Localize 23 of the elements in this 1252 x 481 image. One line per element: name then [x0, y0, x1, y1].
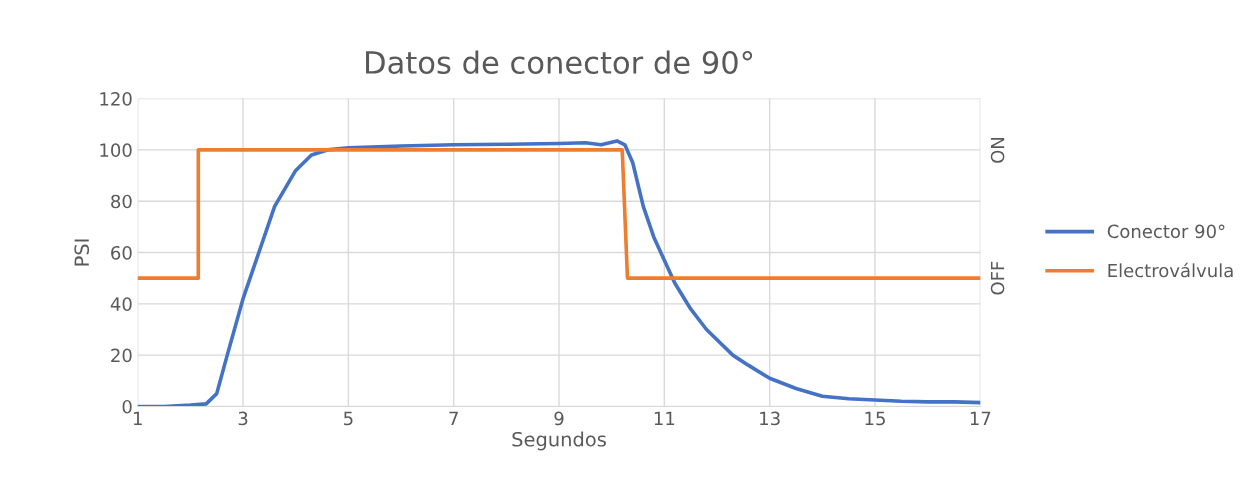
chart-title: Datos de conector de 90° [366, 50, 753, 75]
y-tick-label: 60 [111, 245, 132, 260]
y-tick-label: 80 [111, 194, 132, 209]
y-tick-label: 0 [122, 399, 132, 414]
x-tick-label: 5 [344, 411, 353, 426]
y-tick-label: 120 [100, 92, 132, 106]
x-tick-label: 7 [449, 411, 458, 426]
text: OFF [990, 261, 1005, 295]
y-tick-label: 40 [110, 297, 132, 311]
legend-label: Electroválvula [1108, 262, 1233, 278]
text: ON [990, 137, 1005, 163]
x-axis-title: Segundos [512, 431, 606, 451]
y-tick-label: 100 [100, 143, 132, 158]
x-tick-label: 15 [865, 411, 885, 426]
x-tick-label: 1 [133, 411, 142, 426]
x-tick-label: 3 [238, 411, 248, 426]
x-tick-label: 13 [760, 411, 780, 426]
x-tick-label: 17 [970, 411, 991, 426]
x-tick-label: 9 [554, 411, 564, 426]
y-axis-title: PSI [74, 239, 90, 266]
y-tick-label: 20 [111, 348, 132, 363]
x-tick-label: 11 [654, 411, 675, 426]
legend-label: Conector 90° [1107, 224, 1225, 239]
